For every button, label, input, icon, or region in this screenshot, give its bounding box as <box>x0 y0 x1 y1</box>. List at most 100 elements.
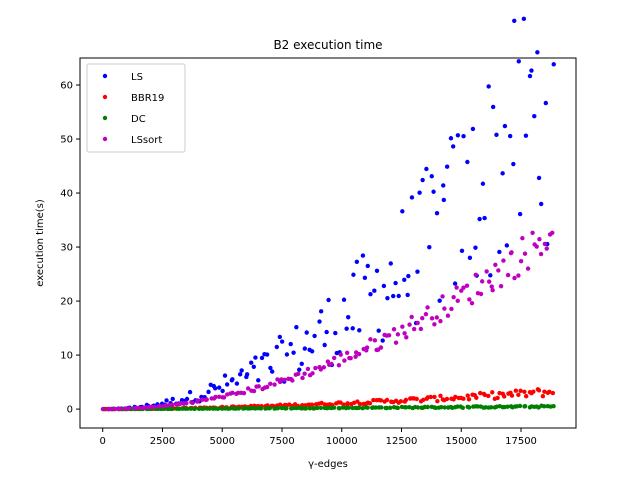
point-lssort <box>496 268 501 273</box>
point-lssort <box>264 384 270 390</box>
point-lssort <box>459 288 464 293</box>
point-lssort <box>501 258 506 263</box>
x-tick-label: 12500 <box>386 436 418 447</box>
point-ls <box>385 295 390 301</box>
point-ls <box>239 368 244 373</box>
point-lssort <box>302 371 307 376</box>
point-bbr19 <box>536 388 542 393</box>
point-dc <box>379 405 384 410</box>
point-lssort <box>537 237 542 242</box>
x-tick-label: 5000 <box>209 436 234 447</box>
point-bbr19 <box>357 401 363 407</box>
point-dc <box>425 404 430 410</box>
point-dc <box>267 405 272 411</box>
point-bbr19 <box>518 388 523 394</box>
point-ls <box>532 114 537 119</box>
point-ls <box>448 136 454 141</box>
point-lssort <box>490 287 495 293</box>
point-ls <box>374 268 380 274</box>
point-lssort <box>467 297 472 302</box>
point-dc <box>467 405 472 410</box>
point-dc <box>307 406 313 411</box>
point-ls <box>297 367 302 372</box>
point-lssort <box>442 306 447 311</box>
point-lssort <box>542 241 548 247</box>
point-lssort <box>200 397 205 402</box>
point-lssort <box>100 406 106 412</box>
y-tick-label: 20 <box>60 297 73 308</box>
point-dc <box>407 404 412 410</box>
point-ls <box>264 352 270 357</box>
x-tick-label: 0 <box>100 436 106 447</box>
point-lssort <box>368 337 373 342</box>
point-ls <box>324 329 329 335</box>
point-ls <box>400 209 405 214</box>
point-ls <box>317 319 322 324</box>
legend: LS BBR19 DC LSsort <box>86 63 186 153</box>
point-bbr19 <box>466 397 472 402</box>
point-lssort <box>108 406 114 412</box>
point-ls <box>494 132 499 138</box>
point-ls <box>427 244 432 250</box>
point-bbr19 <box>474 395 479 400</box>
point-lssort <box>432 322 437 327</box>
point-dc <box>442 405 447 410</box>
point-ls <box>467 255 473 260</box>
point-bbr19 <box>367 401 373 406</box>
point-lssort <box>364 345 370 350</box>
point-dc <box>455 404 460 409</box>
y-tick-label: 50 <box>60 135 73 146</box>
point-ls <box>470 126 476 132</box>
point-lssort <box>126 406 132 411</box>
point-lssort <box>190 400 195 406</box>
x-axis-label: γ-edges <box>308 459 348 470</box>
point-lssort <box>331 355 337 361</box>
point-dc <box>433 405 438 410</box>
point-bbr19 <box>435 399 440 404</box>
point-ls <box>350 326 355 331</box>
point-ls <box>486 84 491 89</box>
point-lssort <box>451 294 456 300</box>
point-dc <box>373 405 378 410</box>
point-ls <box>237 372 243 377</box>
point-ls <box>376 328 381 333</box>
point-dc <box>201 406 207 411</box>
point-lssort <box>522 251 528 256</box>
point-lssort <box>440 294 445 299</box>
point-ls <box>222 373 228 378</box>
point-lssort <box>486 279 492 284</box>
point-bbr19 <box>478 390 483 396</box>
point-lssort <box>438 318 443 324</box>
point-ls <box>360 253 366 258</box>
point-ls <box>393 280 398 286</box>
x-tick-label: 7500 <box>269 436 294 447</box>
point-ls <box>206 389 211 395</box>
point-lssort <box>445 313 451 318</box>
point-dc <box>188 406 193 411</box>
point-dc <box>258 406 264 411</box>
point-lssort <box>538 251 544 257</box>
point-bbr19 <box>547 389 552 395</box>
point-ls <box>465 159 470 165</box>
point-ls <box>164 398 169 403</box>
point-ls <box>346 315 351 320</box>
point-dc <box>196 406 202 412</box>
y-tick-label: 10 <box>60 351 73 362</box>
point-ls <box>170 396 175 402</box>
point-bbr19 <box>523 394 529 399</box>
point-ls <box>415 269 420 274</box>
point-bbr19 <box>371 397 376 403</box>
point-lssort <box>409 314 414 320</box>
point-ls <box>417 190 422 195</box>
point-dc <box>279 405 285 411</box>
point-bbr19 <box>444 396 450 402</box>
point-lssort <box>544 246 549 251</box>
point-dc <box>522 403 528 409</box>
point-bbr19 <box>414 396 419 402</box>
point-lssort <box>342 358 347 363</box>
point-lssort <box>348 355 353 361</box>
point-lssort <box>290 378 295 383</box>
point-lssort <box>461 285 466 290</box>
point-dc <box>337 406 342 411</box>
point-ls <box>538 201 544 207</box>
